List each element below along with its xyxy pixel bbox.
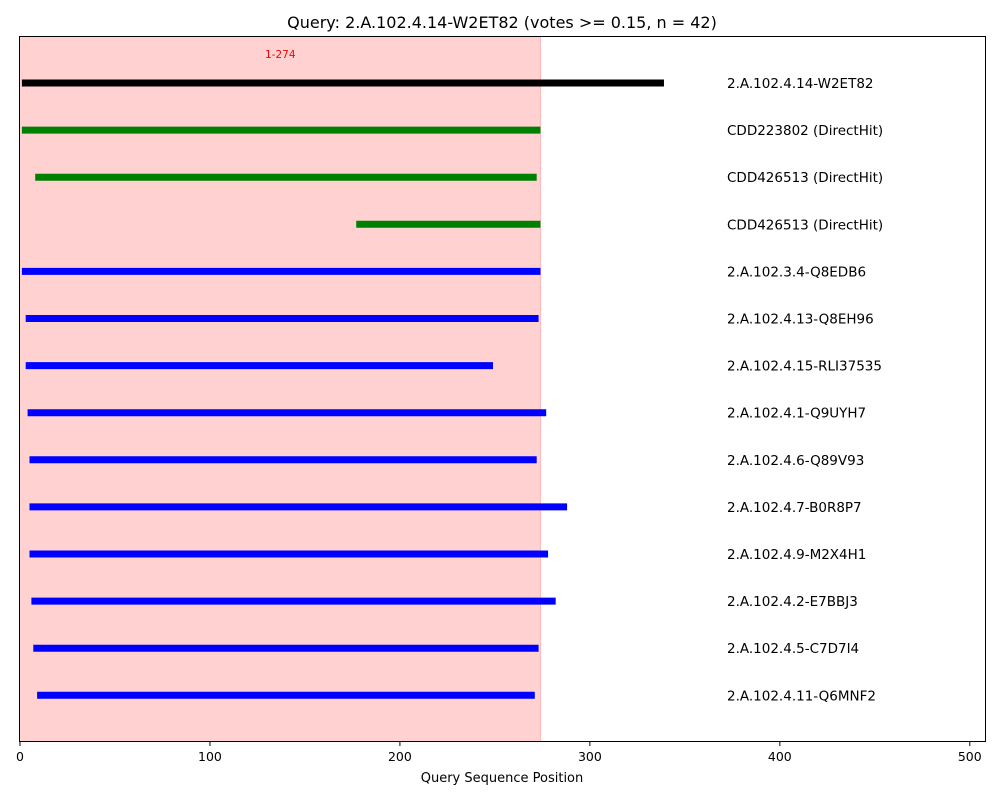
x-axis: 0 100 200 300 400 500 xyxy=(16,741,982,764)
row-label: 2.A.102.4.14-W2ET82 xyxy=(727,76,874,92)
row-label: CDD426513 (DirectHit) xyxy=(727,170,883,186)
plot-frame xyxy=(19,36,986,742)
row-label: 2.A.102.4.13-Q8EH96 xyxy=(727,312,874,328)
x-tick-label: 100 xyxy=(198,749,222,764)
x-tick-label: 300 xyxy=(578,749,602,764)
x-axis-label: Query Sequence Position xyxy=(421,771,584,786)
row-label: CDD426513 (DirectHit) xyxy=(727,217,883,233)
row-label: 2.A.102.4.1-Q9UYH7 xyxy=(727,406,866,422)
bars-layer xyxy=(21,79,664,699)
row-label: 2.A.102.4.9-M2X4H1 xyxy=(727,547,866,563)
row-label: 2.A.102.4.6-Q89V93 xyxy=(727,453,864,469)
row-label: 2.A.102.4.5-C7D7I4 xyxy=(727,641,859,657)
x-tick-label: 400 xyxy=(768,749,792,764)
row-label: 2.A.102.4.15-RLI37535 xyxy=(727,359,882,375)
row-label: 2.A.102.4.2-E7BBJ3 xyxy=(727,594,858,610)
row-label: CDD223802 (DirectHit) xyxy=(727,123,883,139)
row-label: 2.A.102.4.11-Q6MNF2 xyxy=(727,688,876,704)
row-labels-layer: 2.A.102.4.14-W2ET82 CDD223802 (DirectHit)… xyxy=(727,76,883,704)
x-tick-label: 500 xyxy=(958,749,982,764)
chart-title: Query: 2.A.102.4.14-W2ET82 (votes >= 0.1… xyxy=(287,13,717,32)
coverage-region-label: 1-274 xyxy=(265,49,296,61)
row-label: 2.A.102.3.4-Q8EDB6 xyxy=(727,264,866,280)
row-label: 2.A.102.4.7-B0R8P7 xyxy=(727,500,862,516)
x-tick-label: 200 xyxy=(388,749,412,764)
x-tick-label: 0 xyxy=(16,749,24,764)
coverage-region-layer: 1-274 xyxy=(20,37,541,741)
coverage-region xyxy=(20,37,541,741)
